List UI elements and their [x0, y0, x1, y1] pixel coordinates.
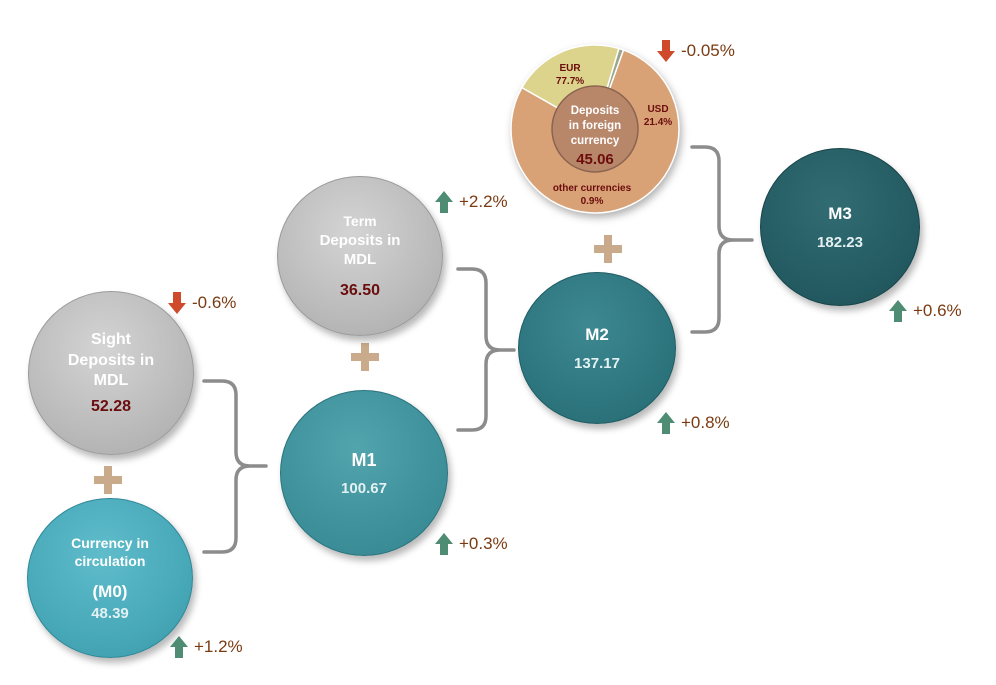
foreign-label-line-1: Deposits	[570, 105, 620, 117]
foreign-currency-donut	[510, 44, 680, 214]
sight-deposits-node: Sight Deposits in MDL 52.28	[28, 291, 194, 455]
m3-change-text: +0.6%	[913, 301, 962, 320]
m1-change: +0.3%	[435, 533, 508, 555]
plus-icon	[351, 343, 379, 371]
m1-node: M1 100.67	[280, 390, 448, 556]
down-arrow-icon	[657, 40, 675, 62]
foreign-label-line-3: currency	[570, 134, 620, 147]
bracket-m0-sight-to-m1	[202, 379, 268, 554]
m0-label-line-2: circulation	[74, 553, 146, 570]
term-label-line-3: MDL	[343, 251, 377, 269]
term-change-text: +2.2%	[459, 192, 508, 211]
sight-label-line-3: MDL	[93, 372, 129, 390]
donut-center	[551, 85, 639, 173]
m0-label-line-1: Currency in	[71, 535, 149, 552]
foreign-change-text: -0.05%	[681, 41, 735, 60]
foreign-change: -0.05%	[657, 40, 735, 62]
foreign-value: 45.06	[576, 150, 614, 168]
eur-name: EUR	[559, 63, 581, 74]
segment-label-eur: EUR 77.7%	[548, 63, 592, 88]
m2-node: M2 137.17	[518, 272, 676, 424]
term-label-line-1: Term	[343, 213, 377, 230]
foreign-label-line-2: in foreign	[568, 119, 622, 132]
m0-sub-label: (M0)	[92, 581, 128, 601]
bracket-m2-foreign-to-m3	[690, 145, 754, 334]
m0-change-text: +1.2%	[194, 637, 243, 656]
sight-change-text: -0.6%	[192, 293, 237, 312]
sight-deposits-label: Sight Deposits in MDL	[68, 330, 154, 392]
m0-label: Currency in circulation	[71, 534, 149, 570]
usd-name: USD	[647, 104, 669, 115]
plus-icon	[594, 235, 622, 263]
sight-label-line-2: Deposits in	[67, 351, 155, 369]
m2-label: M2	[585, 325, 609, 345]
term-deposits-node: Term Deposits in MDL 36.50	[277, 176, 443, 336]
sight-label-line-1: Sight	[90, 330, 131, 348]
m3-change: +0.6%	[889, 300, 962, 322]
foreign-center-label: Deposits in foreign currency 45.06	[551, 104, 639, 169]
usd-share: 21.4%	[643, 116, 673, 128]
m1-label: M1	[351, 449, 377, 470]
up-arrow-icon	[435, 191, 453, 213]
m1-change-text: +0.3%	[459, 534, 508, 553]
m2-change-text: +0.8%	[681, 413, 730, 432]
other-share: 0.9%	[580, 195, 604, 207]
m0-node: Currency in circulation (M0) 48.39	[27, 498, 193, 658]
up-arrow-icon	[435, 533, 453, 555]
sight-deposits-change: -0.6%	[168, 292, 236, 314]
m0-value: 48.39	[91, 604, 129, 622]
term-deposits-change: +2.2%	[435, 191, 508, 213]
segment-label-other: other currencies 0.9%	[538, 183, 646, 208]
m0-change: +1.2%	[170, 636, 243, 658]
m3-node: M3 182.23	[760, 148, 920, 306]
eur-share: 77.7%	[555, 75, 585, 87]
sight-deposits-value: 52.28	[90, 398, 132, 416]
up-arrow-icon	[889, 300, 907, 322]
down-arrow-icon	[168, 292, 186, 314]
term-deposits-label: Term Deposits in MDL	[320, 212, 401, 269]
bracket-m1-term-to-m2	[456, 267, 516, 432]
m2-change: +0.8%	[657, 412, 730, 434]
m2-value: 137.17	[574, 354, 620, 372]
m1-value: 100.67	[341, 480, 387, 498]
other-name: other currencies	[552, 183, 632, 194]
term-label-line-2: Deposits in	[319, 231, 401, 249]
plus-icon	[94, 466, 122, 494]
up-arrow-icon	[657, 412, 675, 434]
up-arrow-icon	[170, 636, 188, 658]
segment-label-usd: USD 21.4%	[636, 104, 680, 129]
term-deposits-value: 36.50	[339, 281, 381, 299]
m3-value: 182.23	[817, 233, 863, 251]
m3-label: M3	[828, 204, 852, 224]
